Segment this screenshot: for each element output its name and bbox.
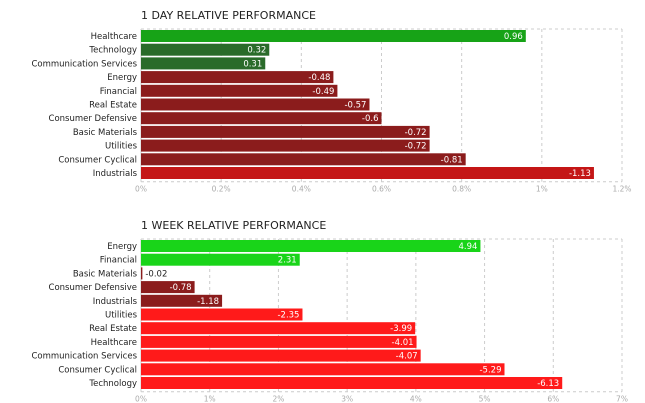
- day-category-label: Utilities: [105, 142, 138, 152]
- day-bar: [141, 43, 270, 56]
- week-category-label: Energy: [107, 242, 137, 252]
- day-category-label: Communication Services: [31, 59, 137, 69]
- week-chart-title: 1 WEEK RELATIVE PERFORMANCE: [141, 219, 327, 232]
- day-tick-label: 0.2%: [212, 185, 231, 194]
- day-category-label: Financial: [100, 87, 137, 97]
- week-tick-label: 5%: [479, 395, 491, 403]
- day-bar: [141, 84, 338, 97]
- week-category-label: Utilities: [105, 311, 138, 321]
- day-tick-label: 0.4%: [292, 185, 311, 194]
- day-bar: [141, 153, 466, 166]
- week-category-label: Basic Materials: [73, 269, 138, 279]
- week-bar: [141, 377, 563, 389]
- day-value-label: -0.48: [308, 73, 330, 83]
- day-category-label: Consumer Cyclical: [58, 155, 137, 165]
- week-tick-label: 4%: [410, 395, 422, 403]
- week-bar: [141, 335, 417, 348]
- day-tick-label: 0.8%: [452, 185, 471, 194]
- week-category-label: Consumer Defensive: [49, 283, 137, 293]
- week-bar: [141, 363, 505, 376]
- day-bar: [141, 30, 526, 42]
- day-value-label: -0.81: [441, 155, 463, 165]
- week-tick-label: 3%: [341, 395, 353, 403]
- day-tick-label: 1%: [536, 185, 548, 194]
- week-performance-chart: Energy 4.94 Financial 2.31 Basic Materials -0…: [31, 238, 628, 403]
- week-value-label: -4.01: [392, 338, 414, 348]
- week-category-label: Real Estate: [89, 324, 137, 334]
- day-category-label: Energy: [107, 73, 137, 83]
- week-value-label: -3.99: [390, 324, 412, 334]
- week-bar: [141, 322, 416, 335]
- week-bar: [141, 308, 303, 321]
- day-tick-label: 0%: [135, 185, 147, 194]
- day-category-label: Technology: [88, 46, 137, 56]
- day-bar: [141, 112, 382, 125]
- week-bar: [141, 294, 223, 307]
- day-bar: [141, 98, 370, 111]
- day-value-label: -0.6: [362, 114, 379, 124]
- week-category-label: Industrials: [93, 297, 138, 307]
- week-value-label: 2.31: [278, 256, 297, 266]
- day-value-label: -0.72: [405, 128, 427, 138]
- day-bar: [141, 167, 594, 179]
- day-chart-title: 1 DAY RELATIVE PERFORMANCE: [141, 9, 316, 22]
- week-performance-panel: 1 WEEK RELATIVE PERFORMANCE Energy 4.94 Fi…: [0, 210, 645, 403]
- week-value-label: -0.78: [170, 283, 192, 293]
- day-value-label: 0.31: [243, 59, 262, 69]
- day-tick-label: 1.2%: [612, 185, 631, 194]
- week-category-label: Communication Services: [31, 352, 137, 362]
- week-tick-label: 6%: [547, 395, 559, 403]
- day-tick-label: 0.6%: [372, 185, 391, 194]
- day-category-label: Real Estate: [89, 101, 137, 111]
- day-bar: [141, 71, 334, 84]
- day-value-label: -0.57: [344, 101, 366, 111]
- day-value-label: -0.49: [312, 87, 334, 97]
- day-category-label: Basic Materials: [73, 128, 138, 138]
- week-tick-label: 2%: [272, 395, 284, 403]
- week-tick-label: 0%: [135, 395, 147, 403]
- week-tick-label: 7%: [616, 395, 628, 403]
- day-category-label: Industrials: [93, 169, 138, 179]
- week-value-label: -0.02: [145, 269, 167, 279]
- week-bar: [141, 253, 300, 266]
- day-value-label: 0.32: [247, 46, 266, 56]
- week-category-label: Financial: [100, 256, 137, 266]
- week-value-label: -6.13: [537, 379, 559, 389]
- day-performance-chart: Healthcare 0.96 Technology 0.32 Communicatio…: [31, 28, 632, 194]
- week-category-label: Technology: [88, 379, 137, 389]
- day-value-label: 0.96: [504, 32, 523, 42]
- day-bar: [141, 125, 430, 138]
- day-value-label: -0.72: [405, 142, 427, 152]
- day-value-label: -1.13: [569, 169, 591, 179]
- week-value-label: -5.29: [479, 365, 501, 375]
- week-bar: [141, 240, 481, 252]
- day-performance-panel: 1 DAY RELATIVE PERFORMANCE Healthcare 0.9…: [0, 0, 645, 200]
- week-value-label: -2.35: [277, 311, 299, 321]
- week-bar: [141, 349, 421, 362]
- week-bar: [141, 281, 195, 294]
- week-bar: [141, 267, 143, 280]
- day-bar: [141, 57, 266, 70]
- day-category-label: Healthcare: [91, 32, 137, 42]
- week-value-label: -4.07: [396, 352, 418, 362]
- week-value-label: 4.94: [459, 242, 478, 252]
- week-category-label: Healthcare: [91, 338, 137, 348]
- day-bar: [141, 139, 430, 152]
- day-category-label: Consumer Defensive: [49, 114, 137, 124]
- week-value-label: -1.18: [197, 297, 219, 307]
- week-tick-label: 1%: [204, 395, 216, 403]
- week-category-label: Consumer Cyclical: [58, 365, 137, 375]
